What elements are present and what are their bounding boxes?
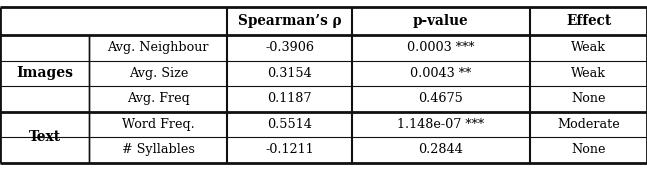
Text: Word Freq.: Word Freq. [122, 118, 195, 131]
Text: 0.0003 ***: 0.0003 *** [407, 41, 475, 54]
Text: Images: Images [16, 66, 73, 80]
Text: None: None [571, 92, 606, 105]
Text: Avg. Size: Avg. Size [129, 67, 188, 80]
Text: 0.5514: 0.5514 [267, 118, 312, 131]
Text: 1.148e-07 ***: 1.148e-07 *** [397, 118, 485, 131]
Text: # Syllables: # Syllables [122, 143, 195, 156]
Text: None: None [571, 143, 606, 156]
Text: Weak: Weak [571, 67, 606, 80]
Text: 0.4675: 0.4675 [419, 92, 463, 105]
Text: Weak: Weak [571, 41, 606, 54]
Text: Moderate: Moderate [557, 118, 620, 131]
Text: Avg. Neighbour: Avg. Neighbour [107, 41, 209, 54]
Text: Effect: Effect [566, 14, 611, 28]
Text: 0.1187: 0.1187 [267, 92, 312, 105]
Text: 0.0043 **: 0.0043 ** [410, 67, 472, 80]
Text: -0.1211: -0.1211 [265, 143, 314, 156]
Text: Text: Text [28, 130, 61, 144]
Text: 0.2844: 0.2844 [419, 143, 463, 156]
Text: p-value: p-value [413, 14, 468, 28]
Text: Spearman’s ρ: Spearman’s ρ [237, 14, 341, 28]
Text: Avg. Freq: Avg. Freq [127, 92, 190, 105]
Text: -0.3906: -0.3906 [265, 41, 314, 54]
Text: 0.3154: 0.3154 [267, 67, 312, 80]
